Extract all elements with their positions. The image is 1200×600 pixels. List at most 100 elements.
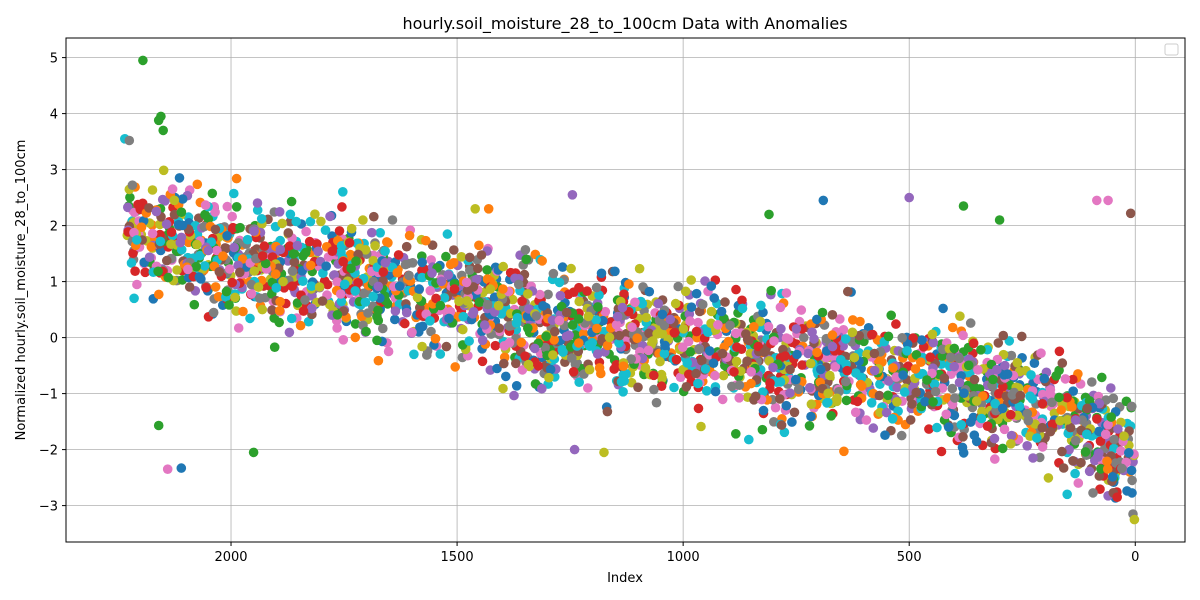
- data-point: [259, 241, 270, 251]
- data-point: [737, 295, 747, 306]
- x-tick-label: 1500: [441, 550, 474, 565]
- data-point: [785, 388, 795, 398]
- data-point: [421, 235, 431, 246]
- data-point: [449, 284, 460, 294]
- data-point: [373, 281, 384, 292]
- data-point: [540, 342, 550, 353]
- data-point: [989, 433, 1000, 444]
- data-point: [681, 382, 692, 392]
- data-point: [787, 417, 797, 427]
- data-point: [177, 220, 188, 231]
- data-point: [231, 202, 242, 212]
- data-point: [657, 373, 667, 384]
- data-point: [902, 346, 912, 356]
- data-point: [867, 329, 877, 340]
- data-point: [430, 333, 441, 344]
- data-point: [351, 256, 361, 267]
- data-point: [641, 312, 652, 323]
- anomaly-point: [1112, 492, 1122, 503]
- data-point: [155, 229, 165, 240]
- data-point: [832, 393, 842, 404]
- anomaly-point: [567, 190, 578, 200]
- data-point: [898, 370, 908, 380]
- data-point: [880, 430, 890, 441]
- data-point: [954, 377, 965, 388]
- data-point: [1043, 473, 1054, 483]
- data-point: [517, 296, 527, 307]
- data-point: [574, 338, 584, 348]
- data-point: [621, 369, 631, 379]
- data-point: [822, 398, 832, 408]
- data-point: [610, 266, 620, 277]
- data-point: [958, 432, 968, 442]
- y-tick-label: 1: [50, 276, 58, 291]
- scatter-points: [120, 55, 1140, 525]
- data-point: [994, 389, 1004, 399]
- data-point: [969, 374, 980, 385]
- data-point: [717, 348, 728, 359]
- data-point: [734, 393, 744, 403]
- data-point: [897, 333, 907, 343]
- data-point: [1119, 431, 1129, 442]
- data-point: [201, 282, 211, 293]
- data-point: [1102, 464, 1113, 474]
- data-point: [417, 272, 427, 283]
- data-point: [886, 310, 896, 321]
- data-point: [229, 188, 239, 199]
- data-point: [274, 317, 285, 328]
- anomaly-point: [764, 209, 774, 220]
- data-point: [956, 420, 967, 430]
- data-point: [492, 363, 502, 374]
- data-point: [716, 306, 727, 317]
- data-point: [332, 310, 343, 320]
- data-point: [334, 226, 345, 236]
- data-point: [591, 315, 601, 325]
- data-point: [458, 324, 468, 335]
- data-point: [409, 349, 419, 360]
- data-point: [753, 341, 763, 352]
- data-point: [992, 364, 1002, 375]
- data-point: [1106, 412, 1116, 422]
- data-point: [947, 322, 958, 333]
- y-axis-label: Normalized hourly.soil_moisture_28_to_10…: [14, 140, 29, 441]
- data-point: [417, 257, 428, 268]
- legend-box: [1164, 43, 1179, 56]
- data-point: [353, 278, 363, 288]
- data-point: [126, 258, 137, 268]
- data-point: [549, 335, 559, 345]
- data-point: [757, 424, 768, 435]
- data-point: [548, 268, 559, 279]
- data-point: [363, 308, 373, 318]
- data-point: [643, 345, 654, 356]
- data-point: [1026, 370, 1036, 380]
- data-point: [959, 388, 969, 399]
- data-point: [442, 229, 453, 239]
- data-point: [203, 245, 214, 256]
- data-point: [758, 387, 768, 397]
- data-point: [291, 216, 302, 227]
- data-point: [372, 335, 382, 346]
- data-point: [535, 289, 545, 300]
- anomaly-point: [153, 420, 164, 431]
- data-point: [657, 329, 668, 339]
- y-axis: −3 −2 −1 0 1 2 3 4 5: [39, 52, 66, 515]
- data-point: [780, 351, 791, 361]
- data-point: [295, 320, 306, 331]
- data-point: [404, 230, 415, 241]
- data-point: [591, 282, 602, 293]
- data-point: [493, 300, 504, 311]
- data-point: [582, 286, 592, 296]
- data-point: [659, 348, 670, 359]
- data-point: [560, 357, 570, 368]
- data-point: [222, 231, 232, 241]
- data-point: [298, 276, 308, 287]
- data-point: [228, 222, 238, 233]
- data-point: [224, 264, 235, 274]
- data-point: [306, 281, 317, 292]
- data-point: [231, 306, 241, 316]
- data-point: [414, 327, 424, 337]
- data-point: [1092, 452, 1103, 463]
- data-point: [796, 305, 807, 315]
- data-point: [1045, 426, 1056, 437]
- data-point: [322, 279, 333, 290]
